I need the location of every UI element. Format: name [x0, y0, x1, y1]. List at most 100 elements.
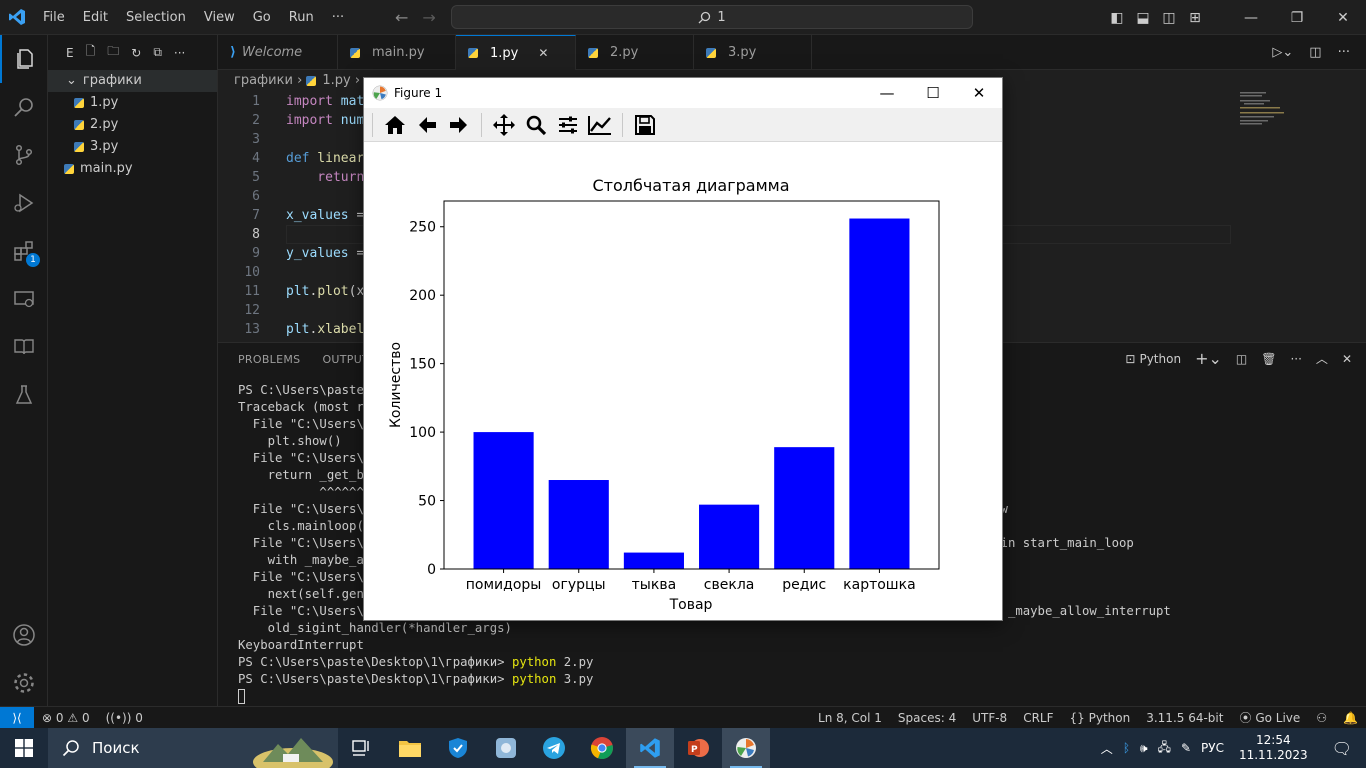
telegram-icon[interactable]	[530, 728, 578, 768]
editor-tab[interactable]: 3.py	[694, 35, 812, 70]
bluetooth-icon[interactable]: ᛒ	[1122, 741, 1131, 755]
accounts-status-icon[interactable]: ⚇	[1316, 710, 1328, 725]
menu-item[interactable]: Run	[288, 9, 314, 25]
close-window-button[interactable]: ✕	[1337, 9, 1349, 26]
new-file-icon[interactable]: 🗋	[85, 44, 96, 58]
back-arrow-icon[interactable]: ←	[395, 8, 409, 27]
security-shield-icon[interactable]	[434, 728, 482, 768]
menu-item[interactable]: View	[203, 9, 235, 25]
maximize-panel-icon[interactable]: ︿	[1315, 352, 1328, 366]
zoom-magnifier-icon[interactable]	[523, 112, 549, 138]
search-icon[interactable]	[0, 83, 48, 131]
refresh-icon[interactable]: ↻	[131, 45, 142, 60]
python-interpreter[interactable]: 3.11.5 64-bit	[1146, 710, 1224, 725]
minimap[interactable]	[1236, 92, 1316, 132]
back-arrow-icon[interactable]	[414, 112, 440, 138]
figure-minimize-button[interactable]: —	[879, 84, 895, 102]
notification-center-icon[interactable]: 🗨	[1331, 738, 1352, 758]
editor-tab[interactable]: 1.py ✕	[456, 35, 576, 70]
network-icon[interactable]: 🖧	[1157, 739, 1171, 754]
chevron-up-icon[interactable]: ︿	[1100, 741, 1113, 756]
menu-item[interactable]: File	[43, 9, 65, 25]
minimize-button[interactable]: —	[1244, 9, 1258, 26]
forward-arrow-icon[interactable]	[446, 112, 472, 138]
matplotlib-figure-taskbar-icon[interactable]	[722, 728, 770, 768]
ports-status[interactable]: ((•)) 0	[105, 710, 143, 725]
folder-grafiki[interactable]: ⌄ графики	[48, 70, 217, 92]
file-explorer-icon[interactable]	[386, 728, 434, 768]
app-icon[interactable]	[482, 728, 530, 768]
line-ending[interactable]: CRLF	[1023, 710, 1054, 725]
chrome-icon[interactable]	[578, 728, 626, 768]
more-actions-icon[interactable]: ···	[1290, 351, 1302, 366]
taskbar-search[interactable]: Поиск	[48, 728, 338, 768]
more-actions-icon[interactable]: ···	[1337, 44, 1350, 60]
home-icon[interactable]	[382, 112, 408, 138]
remote-indicator-icon[interactable]: ⟩⟨	[0, 706, 34, 729]
task-view-icon[interactable]	[338, 728, 386, 768]
run-python-icon[interactable]: ▷⌄	[1272, 44, 1294, 60]
file-item[interactable]: 3.py	[48, 136, 217, 158]
new-terminal-icon[interactable]: +⌄	[1195, 349, 1222, 368]
indentation[interactable]: Spaces: 4	[897, 710, 957, 725]
clock[interactable]: 12:54 11.11.2023	[1229, 733, 1318, 763]
command-center[interactable]: 1	[451, 5, 973, 29]
bar-chart[interactable]: Столбчатая диаграмма 0 50 100 150 200 250 пом…	[364, 142, 1002, 621]
terminal-output[interactable]: PS C:\Users\paste Traceback (most re Fil…	[238, 382, 1171, 705]
toggle-secondary-sidebar-icon[interactable]: ◫	[1162, 9, 1176, 26]
powerpoint-icon[interactable]: P	[674, 728, 722, 768]
split-terminal-icon[interactable]: ◫	[1235, 351, 1248, 366]
breadcrumb-file[interactable]: 1.py	[322, 73, 351, 88]
close-tab-icon[interactable]: ✕	[538, 46, 549, 60]
explorer-icon[interactable]	[0, 35, 48, 83]
go-live[interactable]: ⦿ Go Live	[1239, 711, 1301, 725]
pan-move-icon[interactable]	[491, 112, 517, 138]
volume-icon[interactable]: 🕪	[1140, 740, 1148, 755]
file-item[interactable]: 1.py	[48, 92, 217, 114]
forward-arrow-icon[interactable]: →	[422, 8, 436, 27]
extensions-icon[interactable]: 1	[0, 227, 48, 275]
book-icon[interactable]	[0, 323, 48, 371]
settings-gear-icon[interactable]	[0, 659, 48, 707]
trash-icon[interactable]: 🗑	[1261, 351, 1277, 366]
figure-close-button[interactable]: ✕	[972, 84, 986, 102]
vscode-taskbar-icon[interactable]	[626, 728, 674, 768]
panel-tab[interactable]: PROBLEMS	[238, 352, 301, 366]
terminal-shell-label[interactable]: Python	[1139, 351, 1182, 366]
save-figure-icon[interactable]	[632, 112, 658, 138]
terminal-prompt-line[interactable]	[238, 688, 1171, 705]
figure-maximize-button[interactable]: ☐	[926, 84, 940, 102]
windows-start-icon[interactable]	[0, 728, 48, 768]
configure-subplots-icon[interactable]	[555, 112, 581, 138]
notifications-bell-icon[interactable]: 🔔	[1343, 710, 1358, 725]
encoding[interactable]: UTF-8	[972, 710, 1008, 725]
collapse-all-icon[interactable]: ⧉	[153, 45, 162, 59]
menu-item[interactable]: Edit	[82, 9, 108, 25]
panel-tab[interactable]: OUTPUT	[322, 352, 370, 366]
toggle-panel-icon[interactable]: ⬓	[1136, 9, 1150, 26]
cursor-position[interactable]: Ln 8, Col 1	[818, 710, 882, 725]
editor-tab[interactable]: main.py	[338, 35, 456, 70]
run-debug-icon[interactable]	[0, 179, 48, 227]
new-folder-icon[interactable]: 🗀	[107, 44, 120, 58]
language-indicator[interactable]: РУС	[1201, 741, 1224, 755]
edit-axis-icon[interactable]	[587, 112, 613, 138]
menu-item[interactable]: Go	[252, 9, 271, 25]
file-item[interactable]: 2.py	[48, 114, 217, 136]
file-main-py[interactable]: main.py	[48, 158, 217, 180]
customize-layout-icon[interactable]: ⊞	[1189, 9, 1201, 26]
menu-item[interactable]: ···	[331, 9, 345, 25]
split-editor-icon[interactable]: ◫	[1309, 44, 1322, 60]
account-icon[interactable]	[0, 611, 48, 659]
more-actions-icon[interactable]: ···	[173, 45, 186, 60]
language-mode[interactable]: {} Python	[1069, 710, 1131, 725]
problems-status[interactable]: ⊗ 0 ⚠ 0	[42, 710, 90, 725]
close-panel-icon[interactable]: ✕	[1341, 351, 1352, 366]
editor-tab[interactable]: 2.py	[576, 35, 694, 70]
menu-item[interactable]: Selection	[125, 9, 186, 25]
testing-flask-icon[interactable]	[0, 371, 48, 419]
restore-button[interactable]: ❐	[1290, 9, 1304, 26]
remote-explorer-icon[interactable]	[0, 275, 48, 323]
source-control-icon[interactable]	[0, 131, 48, 179]
breadcrumb-folder[interactable]: графики	[234, 73, 293, 88]
